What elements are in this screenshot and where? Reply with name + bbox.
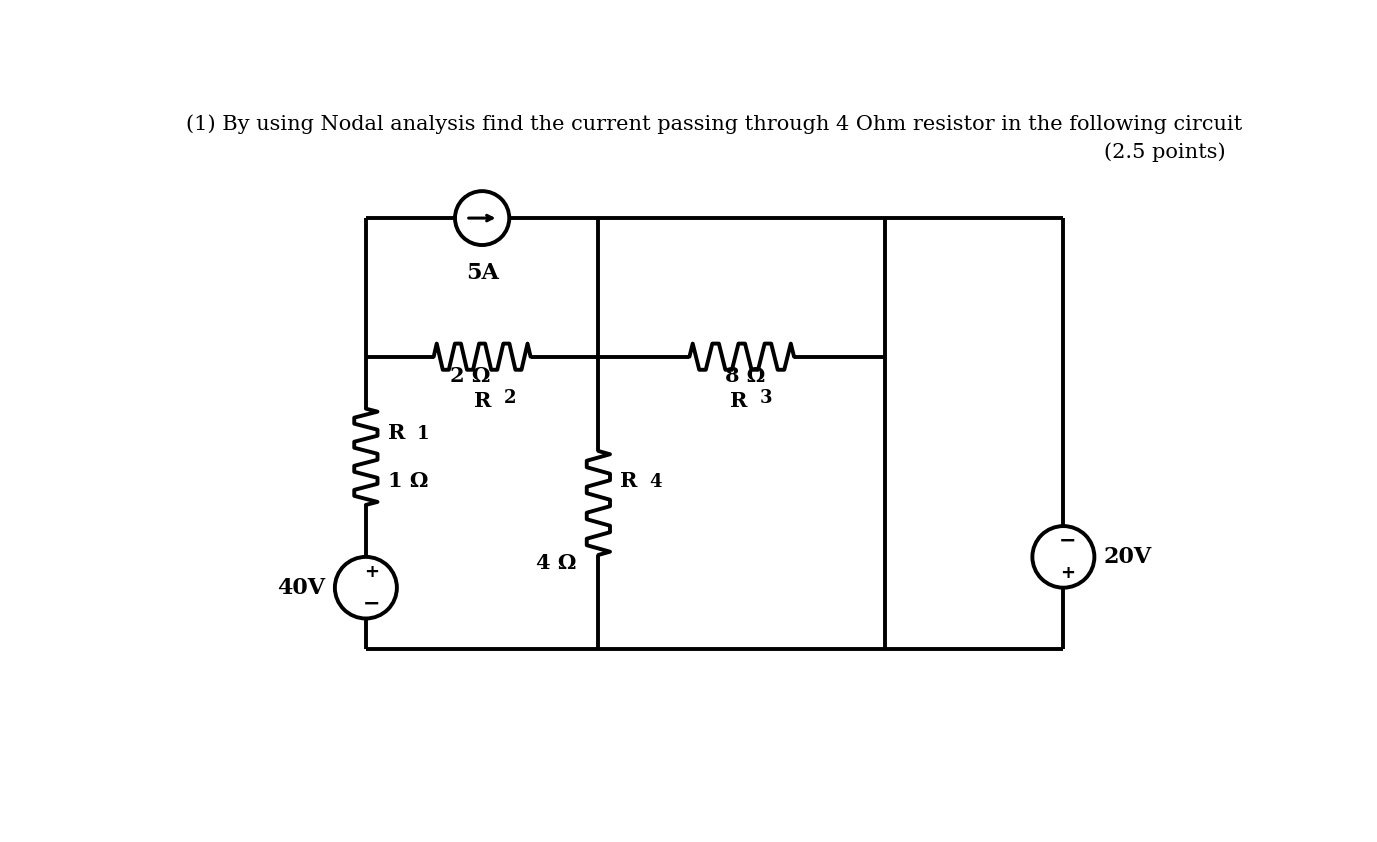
Text: 20V: 20V: [1104, 546, 1153, 568]
Text: 4: 4: [650, 473, 662, 492]
Text: 4 Ω: 4 Ω: [536, 553, 576, 573]
Text: 1 Ω: 1 Ω: [387, 471, 428, 491]
Text: R: R: [474, 392, 492, 412]
Text: +: +: [1060, 564, 1075, 582]
Text: (1) By using Nodal analysis find the current passing through 4 Ohm resistor in t: (1) By using Nodal analysis find the cur…: [186, 115, 1242, 134]
Text: 2 Ω: 2 Ω: [450, 366, 490, 386]
Text: 2: 2: [504, 389, 516, 407]
Text: 8 Ω: 8 Ω: [726, 366, 766, 386]
Text: 5A: 5A: [465, 262, 498, 284]
Text: +: +: [364, 562, 379, 581]
Text: 3: 3: [760, 389, 772, 407]
Text: 1: 1: [417, 425, 430, 443]
Text: R: R: [730, 392, 748, 412]
Text: 40V: 40V: [277, 577, 325, 599]
Text: R: R: [387, 423, 405, 443]
Text: −: −: [1059, 530, 1075, 551]
Text: R: R: [620, 472, 638, 492]
Text: −: −: [362, 594, 380, 614]
Text: (2.5 points): (2.5 points): [1104, 142, 1226, 163]
